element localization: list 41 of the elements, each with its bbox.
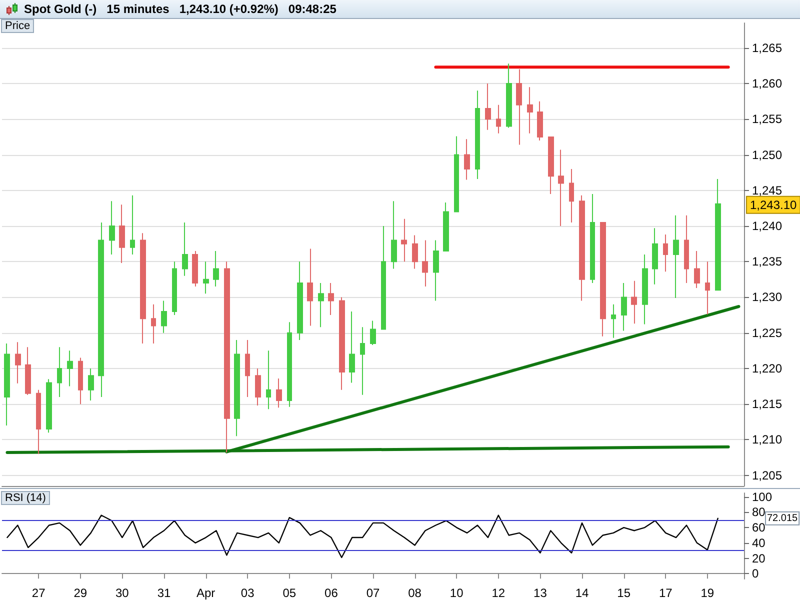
y-tick-label: 1,215 — [752, 397, 782, 412]
y-tick-label: 1,245 — [752, 183, 782, 198]
x-tick-label: 12 — [492, 586, 506, 600]
y-tick-label: 80 — [752, 505, 766, 520]
x-tick-label: 19 — [700, 586, 714, 600]
x-tick-label: 07 — [366, 586, 380, 600]
x-tick-label: Apr — [196, 586, 216, 600]
y-tick-label: 40 — [752, 536, 766, 550]
text: 72.015 — [767, 512, 798, 524]
x-tick-label: 31 — [157, 586, 171, 600]
x-tick-label: 14 — [575, 586, 590, 600]
y-tick-label: 1,265 — [752, 40, 782, 55]
x-tick-label: 27 — [32, 586, 46, 600]
y-tick-label: 1,235 — [752, 254, 782, 269]
y-tick-label: 1,225 — [752, 326, 782, 340]
x-tick-label: 05 — [282, 586, 296, 600]
y-axis-title: RSI (14) — [1, 491, 50, 505]
x-tick-label: 03 — [240, 586, 255, 600]
y-tick-label: 1,250 — [752, 148, 782, 162]
x-tick-label: 30 — [116, 586, 130, 600]
text: 1,243.10 — [750, 198, 798, 212]
chart-title: Spot Gold (-) 15 minutes 1,243.10 (+0.92%) 09:48:25 — [24, 1, 336, 18]
y-tick-label: 20 — [752, 551, 766, 566]
x-tick-label: 08 — [408, 586, 422, 600]
y-axis-title: Price — [1, 19, 34, 33]
x-tick-label: 29 — [74, 586, 88, 600]
x-tick-label: 15 — [617, 586, 631, 600]
x-tick-label: 17 — [658, 586, 673, 600]
y-tick-label: 1,260 — [752, 76, 782, 91]
x-tick-label: 06 — [324, 586, 338, 600]
y-tick-label: 60 — [752, 520, 766, 535]
y-tick-label: 1,240 — [752, 219, 782, 234]
y-tick-label: 1,210 — [752, 432, 782, 447]
y-tick-label: 1,205 — [752, 468, 782, 482]
y-tick-label: 1,220 — [752, 361, 782, 376]
y-tick-label: 100 — [752, 490, 772, 504]
x-tick-label: 13 — [534, 586, 548, 600]
y-tick-label: 1,230 — [752, 290, 782, 304]
y-tick-label: 1,255 — [752, 112, 782, 126]
x-tick-label: 10 — [450, 586, 464, 600]
y-tick-label: 0 — [752, 566, 759, 581]
